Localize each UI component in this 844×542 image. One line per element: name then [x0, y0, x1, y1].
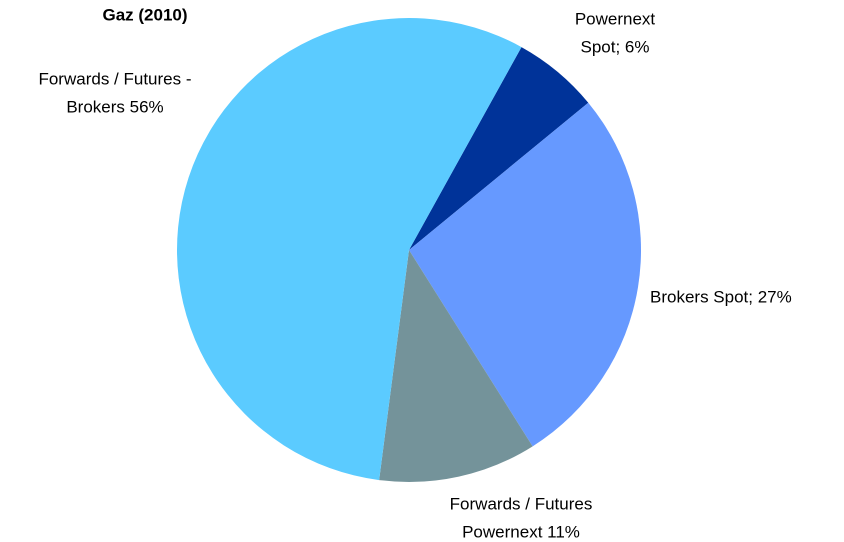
- slice-label: Powernext 11%: [462, 522, 580, 541]
- slice-label: Forwards / Futures -: [38, 69, 191, 88]
- chart-title: Gaz (2010): [102, 5, 187, 24]
- slice-label: Powernext: [575, 9, 656, 28]
- pie-slice: [409, 47, 589, 250]
- slice-label: Forwards / Futures: [450, 494, 593, 513]
- pie-slice: [409, 102, 641, 447]
- slice-label: Spot; 6%: [581, 37, 650, 56]
- slice-label: Brokers 56%: [66, 97, 163, 116]
- slice-label: Brokers Spot; 27%: [650, 287, 792, 306]
- pie-slice: [379, 250, 533, 482]
- pie-slice: [177, 18, 522, 481]
